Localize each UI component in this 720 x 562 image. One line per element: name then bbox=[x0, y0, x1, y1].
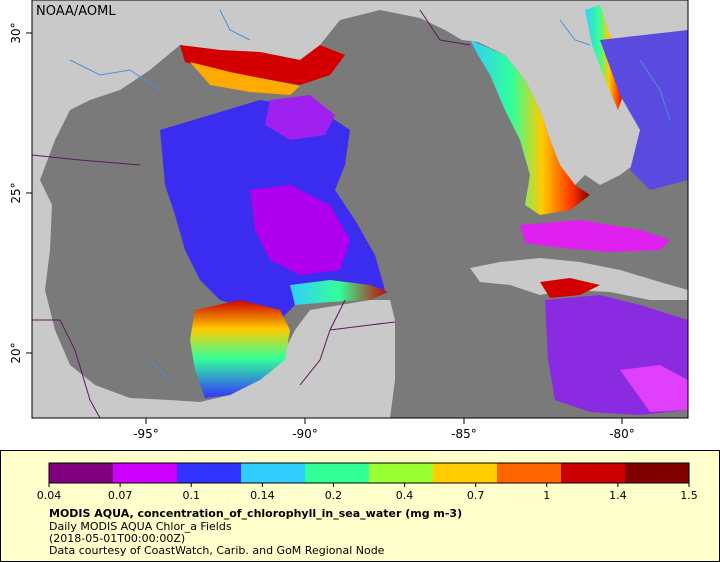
us-gulf-coast-land bbox=[32, 0, 688, 200]
legend-source: Data courtesy of CoastWatch, Carib. and … bbox=[49, 544, 385, 557]
caribbean-magenta bbox=[620, 365, 688, 412]
colorbar-cell bbox=[49, 463, 114, 483]
colorbar-tick-label: 1 bbox=[543, 489, 550, 502]
atlantic-coast-bloom bbox=[585, 5, 625, 110]
gulf-violet-core bbox=[250, 185, 350, 275]
lat-tick-label: 30° bbox=[9, 22, 23, 43]
lon-tick-label: -80° bbox=[609, 427, 635, 441]
florida-straits-magenta bbox=[520, 220, 670, 252]
mexico-west-land bbox=[32, 180, 395, 418]
axis-ticks bbox=[26, 32, 623, 424]
colorbar-tick-label: 1.5 bbox=[680, 489, 698, 502]
colorbar-cell bbox=[241, 463, 306, 483]
colorbar-cell bbox=[433, 463, 498, 483]
chlorophyll-map: -95° -90° -85° -80° 30° 25° 20° NOAA/AOM… bbox=[9, 0, 689, 441]
cuba-land bbox=[470, 258, 688, 300]
colorbar-cell bbox=[497, 463, 562, 483]
colorbar-ticks: 0.04 0.07 0.1 0.14 0.2 0.4 0.7 1 1.4 1.5 bbox=[37, 483, 698, 502]
louisiana-coast-bloom bbox=[180, 45, 345, 85]
lat-tick-label: 25° bbox=[9, 182, 23, 203]
colorbar: 0.04 0.07 0.1 0.14 0.2 0.4 0.7 1 1.4 1.5 bbox=[37, 462, 698, 502]
bahamas-scatter bbox=[600, 30, 688, 190]
colorbar-tick-label: 0.04 bbox=[37, 489, 62, 502]
colorbar-tick-label: 0.4 bbox=[396, 489, 414, 502]
legend-date: (2018-05-01T00:00:00Z) bbox=[49, 532, 186, 545]
colorbar-cell bbox=[177, 463, 242, 483]
legend-subtitle: Daily MODIS AQUA Chlor_a Fields bbox=[49, 520, 232, 533]
gulf-violet-north bbox=[265, 95, 335, 140]
colorbar-frame bbox=[48, 462, 690, 484]
map-canvas: -95° -90° -85° -80° 30° 25° 20° bbox=[9, 0, 689, 441]
colorbar-cell bbox=[369, 463, 434, 483]
map-frame bbox=[31, 0, 689, 419]
lon-tick-label: -95° bbox=[133, 427, 159, 441]
colorbar-cell bbox=[113, 463, 178, 483]
lon-tick-label: -85° bbox=[451, 427, 477, 441]
colorbar-tick-label: 0.07 bbox=[108, 489, 133, 502]
yucatan-edge-bloom bbox=[290, 280, 388, 305]
colorbar-tick-label: 1.4 bbox=[609, 489, 627, 502]
colorbar-cell bbox=[561, 463, 626, 483]
political-borders bbox=[31, 9, 471, 419]
colorbar-cell bbox=[625, 463, 690, 483]
campeche-bloom bbox=[190, 300, 290, 398]
colorbar-tick-label: 0.2 bbox=[325, 489, 343, 502]
colorbar-cells bbox=[49, 463, 690, 483]
legend-title: MODIS AQUA, concentration_of_chlorophyll… bbox=[49, 507, 463, 520]
florida-shelf-bloom bbox=[470, 40, 590, 215]
legend-panel: 0.04 0.07 0.1 0.14 0.2 0.4 0.7 1 1.4 1.5 MODIS AQ… bbox=[0, 450, 720, 562]
lon-tick-label: -90° bbox=[292, 427, 318, 441]
colorbar-cell bbox=[305, 463, 370, 483]
colorbar-tick-label: 0.1 bbox=[182, 489, 200, 502]
colorbar-tick-label: 0.7 bbox=[467, 489, 485, 502]
colorbar-tick-label: 0.14 bbox=[250, 489, 275, 502]
lat-tick-label: 20° bbox=[9, 342, 23, 363]
cuba-north-bloom bbox=[540, 278, 600, 298]
credit-label: NOAA/AOML bbox=[36, 4, 116, 19]
rivers bbox=[69, 9, 671, 381]
louisiana-coast-orange bbox=[190, 62, 300, 95]
